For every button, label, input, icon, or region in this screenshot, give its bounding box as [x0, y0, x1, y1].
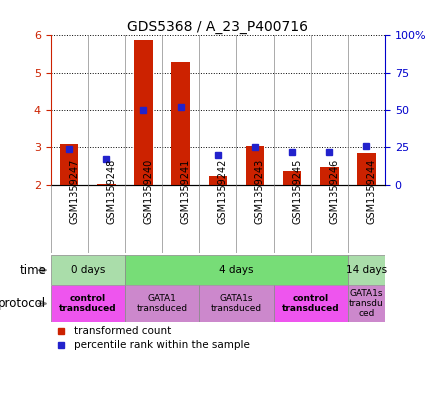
Text: control
transduced: control transduced — [59, 294, 117, 313]
Text: control
transduced: control transduced — [282, 294, 340, 313]
Bar — [51, 255, 125, 285]
Bar — [246, 145, 264, 185]
Bar — [348, 285, 385, 322]
Bar — [97, 184, 116, 185]
Text: GSM1359245: GSM1359245 — [292, 159, 302, 224]
Text: protocol: protocol — [0, 297, 46, 310]
Bar — [125, 255, 348, 285]
Bar — [171, 61, 190, 185]
Bar — [348, 255, 385, 285]
Text: GSM1359241: GSM1359241 — [181, 159, 191, 224]
Title: GDS5368 / A_23_P400716: GDS5368 / A_23_P400716 — [127, 20, 308, 34]
Bar — [125, 285, 199, 322]
Text: GATA1
transduced: GATA1 transduced — [136, 294, 187, 313]
Bar — [60, 144, 78, 185]
Text: time: time — [19, 264, 46, 277]
Text: GSM1359247: GSM1359247 — [69, 159, 79, 224]
Text: percentile rank within the sample: percentile rank within the sample — [74, 340, 250, 350]
Text: GSM1359246: GSM1359246 — [329, 159, 339, 224]
Bar — [283, 171, 301, 185]
Text: GSM1359242: GSM1359242 — [218, 159, 228, 224]
Text: transformed count: transformed count — [74, 326, 171, 336]
Bar — [320, 167, 338, 185]
Bar — [357, 153, 376, 185]
Text: GATA1s
transdu
ced: GATA1s transdu ced — [349, 289, 384, 318]
Text: 4 days: 4 days — [219, 265, 253, 275]
Text: GSM1359240: GSM1359240 — [143, 159, 154, 224]
Bar — [274, 285, 348, 322]
Text: 0 days: 0 days — [70, 265, 105, 275]
Text: GSM1359243: GSM1359243 — [255, 159, 265, 224]
Bar — [209, 176, 227, 185]
Bar — [51, 285, 125, 322]
Bar — [134, 40, 153, 185]
Text: GSM1359244: GSM1359244 — [367, 159, 377, 224]
Text: GSM1359248: GSM1359248 — [106, 159, 116, 224]
Text: GATA1s
transduced: GATA1s transduced — [211, 294, 262, 313]
Bar — [199, 285, 274, 322]
Text: 14 days: 14 days — [346, 265, 387, 275]
